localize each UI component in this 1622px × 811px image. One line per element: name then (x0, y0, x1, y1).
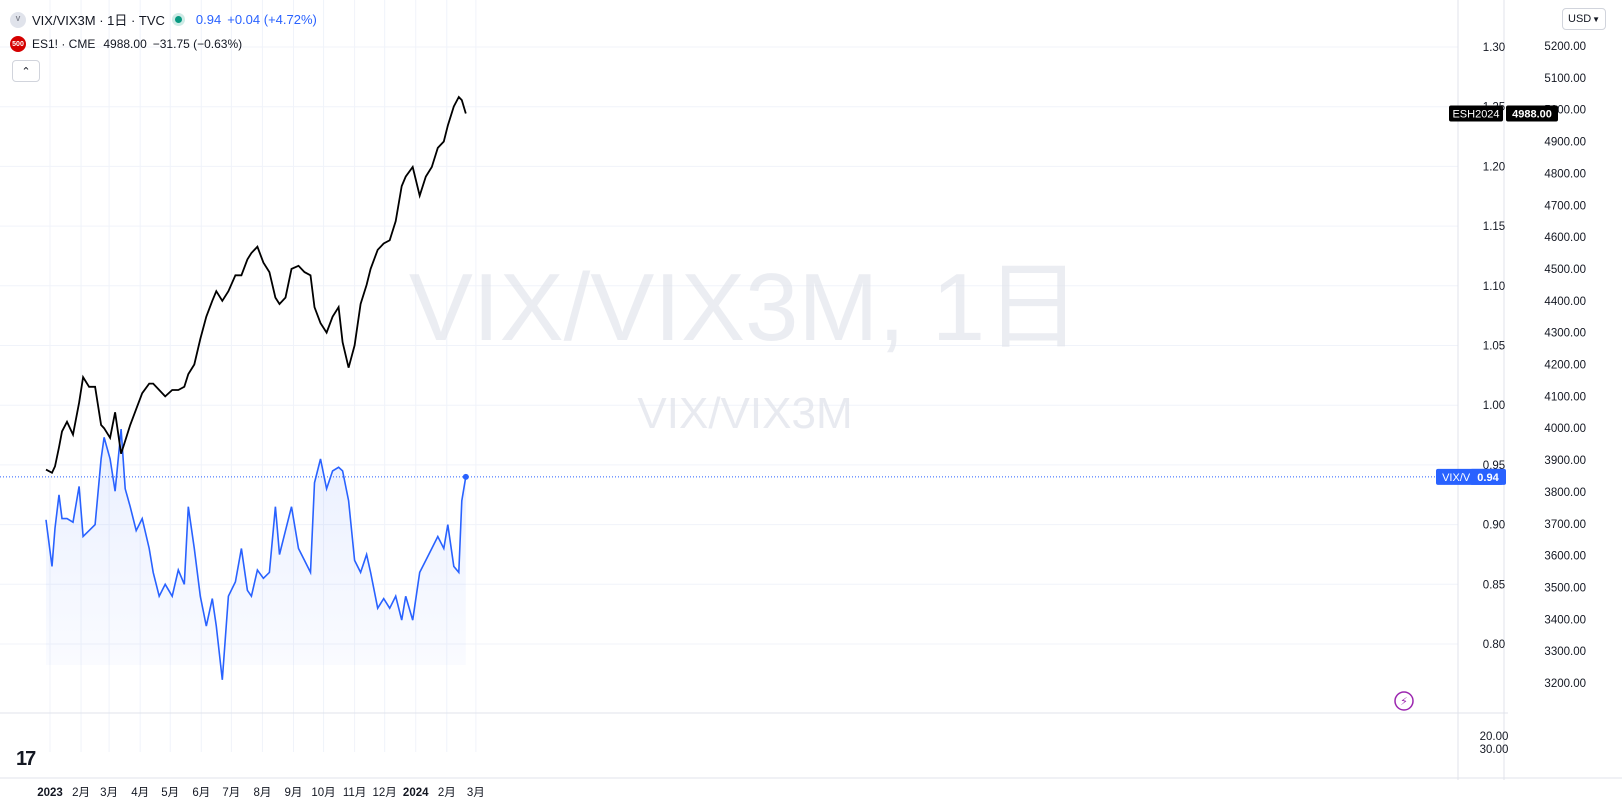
main-symbol-legend[interactable]: V VIX/VIX3M · 1日 · TVC 0.94 +0.04 (+4.72… (10, 10, 317, 29)
left-scale-tick: 1.00 (1483, 400, 1505, 412)
time-axis-tick: 7月 (222, 787, 240, 799)
left-scale-tick: 0.85 (1483, 579, 1505, 591)
time-axis-tick: 6月 (192, 787, 210, 799)
collapse-legend-button[interactable]: ⌃ (12, 60, 40, 82)
right-scale-tick: 4000.00 (1544, 423, 1586, 435)
right-scale-tick: 4700.00 (1544, 200, 1586, 212)
lower-pane-tick: 30.00 (1480, 744, 1509, 756)
left-scale-tick: 1.20 (1483, 161, 1505, 173)
vix-last-value-tag (1470, 468, 1506, 485)
symbol-price: 0.94 (195, 12, 222, 27)
right-scale-tick: 3300.00 (1544, 646, 1586, 658)
watermark-sub: VIX/VIX3M (637, 389, 852, 438)
right-scale-tick: 3900.00 (1544, 455, 1586, 467)
symbol-change: +0.04 (+4.72%) (227, 12, 317, 27)
right-scale-tick: 4600.00 (1544, 232, 1586, 244)
right-scale-tick: 4400.00 (1544, 296, 1586, 308)
lower-pane-tick: 20.00 (1480, 731, 1509, 743)
right-scale-tick: 3200.00 (1544, 678, 1586, 690)
time-axis-tick: 11月 (343, 787, 366, 799)
time-axis-tick: 2月 (438, 787, 456, 799)
right-scale-tick: 3400.00 (1544, 614, 1586, 626)
es-last-value-label: 4988.00 (1512, 109, 1552, 121)
left-scale-tick: 1.05 (1483, 341, 1505, 353)
time-axis-tick: 2023 (37, 787, 63, 799)
right-scale-tick: 3800.00 (1544, 487, 1586, 499)
vix-last-value-label: 0.94 (1477, 472, 1499, 484)
chevron-up-icon: ⌃ (21, 65, 31, 78)
right-scale-tick: 3700.00 (1544, 519, 1586, 531)
vix-last-point (462, 473, 469, 480)
watermark-main: VIX/VIX3M, 1日 (409, 254, 1081, 361)
chevron-down-icon: ▼ (1592, 14, 1600, 24)
compare-badge: 500 (10, 36, 26, 52)
right-scale-tick: 4200.00 (1544, 360, 1586, 372)
left-scale-tick: 0.80 (1483, 639, 1505, 651)
currency-select[interactable]: USD ▼ (1562, 8, 1606, 30)
lightning-glyph: ⚡ (1400, 695, 1408, 708)
lightning-event-icon[interactable] (1394, 691, 1414, 711)
es-series-line (45, 95, 467, 475)
time-axis-tick: 9月 (285, 787, 303, 799)
right-scale-tick: 4300.00 (1544, 328, 1586, 340)
vix-area (46, 429, 466, 680)
right-scale-tick: 3500.00 (1544, 582, 1586, 594)
market-status-icon (174, 16, 182, 23)
time-axis-tick: 8月 (253, 787, 271, 799)
compare-symbol-legend[interactable]: 500 ES1! · CME 4988.00 −31.75 (−0.63%) (10, 36, 242, 52)
symbol-badge: V (10, 11, 26, 28)
right-scale-tick: 3600.00 (1544, 551, 1586, 563)
left-scale-tick: 0.90 (1483, 520, 1505, 532)
currency-label: USD (1568, 13, 1592, 25)
time-axis-tick: 10月 (311, 787, 335, 799)
compare-change: −31.75 (−0.63%) (152, 37, 243, 51)
time-axis-tick: 12月 (373, 787, 397, 799)
left-scale-tick: 1.15 (1483, 221, 1505, 233)
symbol-title: VIX/VIX3M · 1日 · TVC (32, 13, 165, 28)
time-axis-tick: 2024 (403, 787, 429, 799)
time-axis-tick: 3月 (467, 787, 485, 799)
right-scale-tick: 4800.00 (1544, 168, 1586, 180)
right-scale-tick: 5200.00 (1544, 41, 1586, 53)
compare-title: ES1! · CME (32, 37, 96, 51)
right-scale-tick: 4900.00 (1544, 137, 1586, 149)
time-axis-tick: 4月 (131, 787, 149, 799)
es-last-value-tag (1506, 105, 1558, 122)
time-axis-tick: 3月 (100, 787, 118, 799)
tradingview-logo-icon[interactable]: 17 (16, 748, 36, 770)
left-scale-tick: 1.10 (1483, 281, 1505, 293)
es-name-label: ESH2024 (1452, 109, 1499, 121)
right-scale-tick: 4100.00 (1544, 391, 1586, 403)
vix-series-line (45, 429, 467, 680)
right-scale-tick: 4500.00 (1544, 264, 1586, 276)
es-name-tag (1449, 105, 1503, 122)
time-axis-tick: 2月 (72, 787, 90, 799)
time-axis-tick: 5月 (161, 787, 179, 799)
compare-price: 4988.00 (103, 37, 147, 51)
right-scale-tick: 5100.00 (1544, 73, 1586, 85)
left-scale-tick: 1.30 (1483, 42, 1505, 54)
